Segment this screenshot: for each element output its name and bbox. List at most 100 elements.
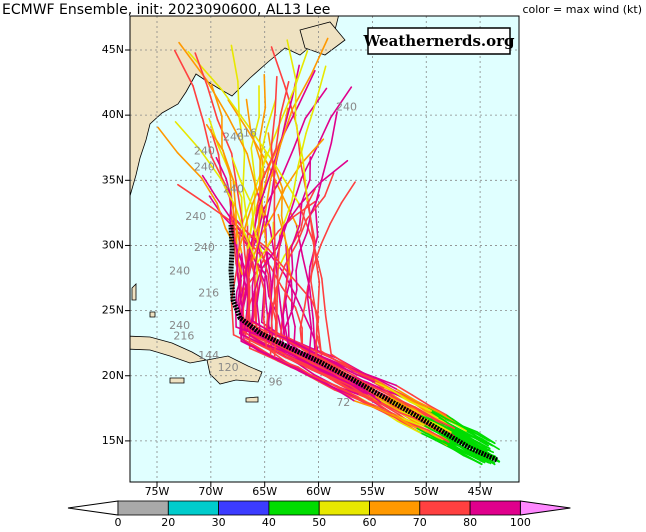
lon-label: 60W — [306, 485, 331, 498]
track-labels: 2402402162402402402402402402162402161441… — [169, 100, 357, 409]
track-segment — [232, 179, 237, 213]
track-segment — [273, 251, 276, 289]
track-segment — [293, 325, 296, 344]
track-segment — [273, 333, 297, 344]
track-segment — [257, 204, 261, 239]
track-segment — [279, 85, 296, 123]
track-segment — [284, 307, 294, 329]
track-segment — [251, 249, 259, 287]
track-segment — [285, 242, 289, 272]
track-segment — [306, 366, 330, 377]
track-segment — [452, 421, 472, 432]
track-segment — [269, 333, 272, 358]
track-segment — [227, 115, 248, 155]
colorbar-label: 0 — [115, 516, 122, 529]
track-segment — [433, 422, 452, 433]
track-segment — [275, 358, 300, 372]
track-segment — [308, 363, 333, 376]
track-segment — [315, 378, 337, 390]
track-segment — [273, 287, 278, 324]
track-segment — [270, 46, 286, 88]
track-segment — [296, 282, 313, 301]
track-hour-label: 240 — [185, 210, 206, 223]
lat-label: 45N — [102, 43, 124, 56]
track-segment — [216, 202, 227, 230]
track-segment — [333, 379, 352, 391]
track-hour-label: 216 — [173, 330, 194, 343]
track-hour-label: 240 — [169, 265, 190, 278]
track-segment — [265, 121, 282, 159]
colorbar-segment — [218, 500, 270, 516]
track-segment — [294, 306, 303, 329]
track-segment — [290, 277, 293, 296]
track-segment — [250, 147, 256, 181]
track-segment — [174, 121, 202, 151]
track-segment — [304, 188, 316, 211]
track-segment — [376, 407, 398, 418]
colorbar-label: 50 — [312, 516, 326, 529]
track-segment — [240, 251, 245, 280]
track-segment — [267, 273, 272, 299]
track-segment — [281, 265, 298, 284]
track-segment — [284, 326, 290, 348]
colorbar-segment — [117, 500, 169, 516]
track-segment — [252, 320, 276, 335]
track-segment — [246, 153, 258, 192]
track-segment — [373, 381, 394, 392]
track-segment — [353, 372, 376, 383]
track-segment — [262, 290, 266, 320]
land — [130, 16, 346, 403]
track-segment — [284, 162, 303, 189]
track-segment — [315, 333, 322, 352]
track-segment — [270, 111, 276, 148]
track-segment — [290, 309, 296, 328]
track-segment — [248, 347, 274, 360]
track-segment — [248, 334, 267, 346]
track-segment — [291, 288, 298, 310]
track-segment — [236, 238, 243, 258]
track-segment — [277, 213, 284, 232]
colorbar-label: 40 — [262, 516, 276, 529]
track-segment — [340, 362, 362, 376]
track-segment — [352, 399, 379, 410]
track-segment — [280, 147, 295, 180]
track-segment — [312, 317, 316, 351]
track-segment — [298, 232, 308, 253]
track-segment — [273, 186, 286, 213]
track-segment — [461, 436, 482, 450]
ensemble-mean-track — [228, 224, 499, 463]
track-segment — [244, 233, 258, 264]
track-segment — [299, 181, 322, 206]
track-segment — [411, 394, 431, 407]
track-segment — [428, 404, 447, 416]
track-segment — [236, 274, 243, 309]
track-segment — [329, 202, 343, 225]
track-segment — [379, 401, 401, 414]
track-segment — [315, 65, 327, 101]
track-segment — [310, 368, 336, 381]
track-segment — [263, 73, 267, 109]
colorbar-low-arrow — [67, 500, 119, 516]
track-segment — [442, 424, 463, 439]
track-segment — [315, 354, 336, 367]
track-segment — [265, 98, 277, 130]
track-segment — [284, 241, 299, 266]
track-segment — [219, 177, 237, 208]
track-segment — [306, 296, 313, 330]
track-segment — [201, 174, 217, 198]
track-segment — [466, 453, 486, 464]
track-segment — [312, 244, 322, 267]
track-segment — [268, 348, 286, 363]
track-segment — [294, 341, 315, 354]
track-segment — [256, 349, 277, 360]
track-hour-label: 240 — [223, 130, 244, 143]
track-segment — [235, 210, 238, 245]
track-segment — [349, 384, 370, 399]
lon-label: 70W — [198, 485, 223, 498]
track-hour-label: 144 — [198, 349, 219, 362]
track-segment — [274, 75, 278, 113]
track-segment — [286, 269, 294, 294]
track-segment — [305, 99, 318, 135]
track-segment — [330, 86, 353, 119]
track-segment — [306, 265, 311, 299]
